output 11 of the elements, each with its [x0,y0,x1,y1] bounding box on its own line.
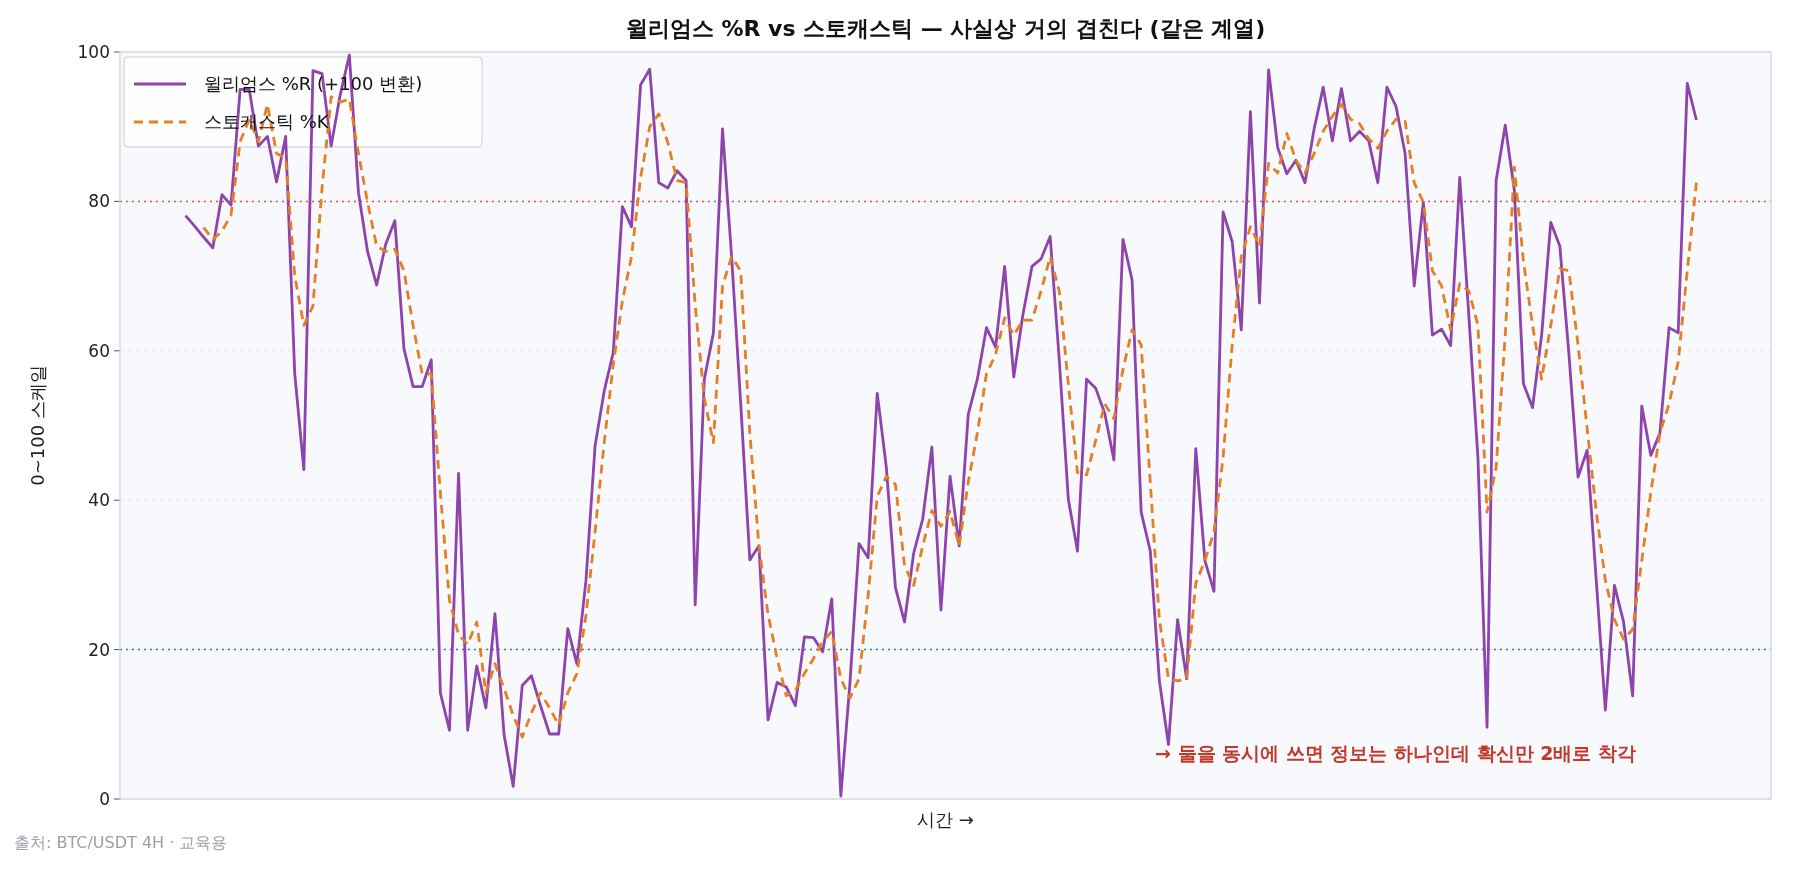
y-tick-label: 0 [99,789,110,809]
y-axis-title: 0~100 스케일 [27,365,48,486]
y-tick-label: 100 [77,42,110,62]
source-note: 출처: BTC/USDT 4H · 교육용 [14,833,228,852]
y-tick-label: 60 [88,340,110,361]
y-tick-label: 40 [88,490,110,511]
y-tick-label: 20 [88,639,110,660]
chart-title: 윌리엄스 %R vs 스토캐스틱 — 사실상 거의 겹친다 (같은 계열) [625,16,1266,41]
x-axis-title: 시간 → [917,809,974,830]
annotation: → 둘을 동시에 쓰면 정보는 하나인데 확신만 2배로 착각 [1155,742,1637,764]
y-tick-label: 80 [88,191,110,212]
